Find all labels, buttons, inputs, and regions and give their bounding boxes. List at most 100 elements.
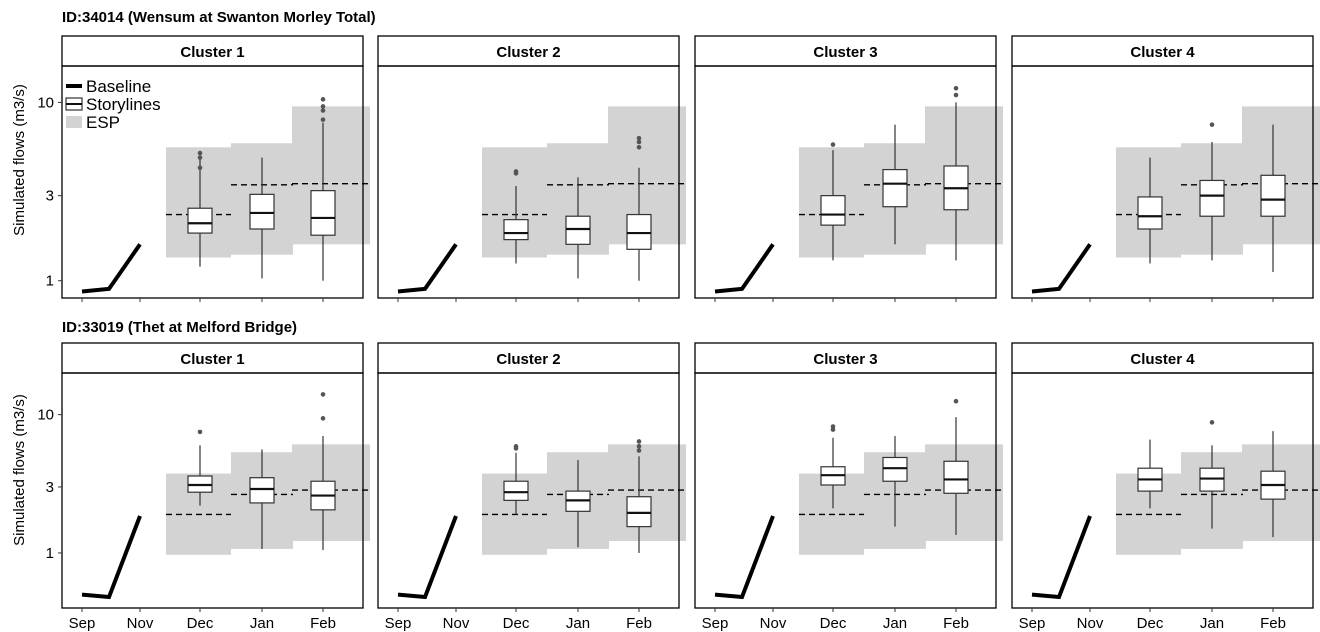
- baseline-line: [397, 243, 458, 294]
- panel-strip-label: Cluster 3: [813, 351, 877, 368]
- panel-border: [1011, 372, 1314, 609]
- outlier-point: [830, 424, 836, 429]
- outlier-point: [636, 444, 642, 449]
- outlier-point: [320, 108, 326, 113]
- panel-strip-label: Cluster 3: [813, 44, 877, 61]
- outlier-point: [1209, 122, 1215, 127]
- legend-item-esp: ESP: [66, 113, 120, 132]
- x-tick-label: Feb: [626, 615, 652, 632]
- panel-border: [1011, 65, 1314, 299]
- panel-1-1: Cluster 1 1 3 10: [37, 35, 370, 302]
- storyline-box-feb: [626, 135, 652, 281]
- panel-border: [61, 65, 364, 299]
- panel-2-2: Cluster 2 Sep Nov Dec Jan Feb: [377, 342, 686, 632]
- x-tick-label: Feb: [943, 615, 969, 632]
- box-iqr: [187, 207, 213, 234]
- outlier-point: [197, 429, 203, 435]
- x-tick-label: Dec: [1137, 615, 1164, 632]
- box-iqr: [626, 496, 652, 528]
- baseline-line: [81, 243, 142, 294]
- panel-strip-label: Cluster 1: [180, 44, 244, 61]
- legend-key-fill: [66, 116, 82, 128]
- panel-strip: [694, 342, 997, 374]
- x-tick-label: Sep: [69, 615, 96, 632]
- box-iqr: [565, 215, 591, 245]
- box-iqr: [1199, 179, 1225, 217]
- panel-border: [61, 372, 364, 609]
- storyline-box-feb: [310, 392, 336, 551]
- legend-label: Baseline: [86, 77, 151, 96]
- esp-band-dec: [482, 147, 547, 258]
- baseline-line: [81, 515, 142, 600]
- panel-strip: [61, 342, 364, 374]
- panel-strip-label: Cluster 2: [496, 44, 560, 61]
- y-axis-title-row-1: Simulated flows (m3/s): [11, 84, 28, 236]
- x-tick-label: Nov: [443, 615, 470, 632]
- x-tick-label: Dec: [503, 615, 530, 632]
- storyline-box-jan: [565, 177, 591, 279]
- outlier-point: [320, 392, 326, 397]
- outlier-point: [636, 145, 642, 150]
- storyline-box-dec: [503, 444, 529, 515]
- panel-2-1: Cluster 1 1 3 10 Sep Nov Dec Jan Feb: [37, 342, 370, 632]
- outlier-point: [513, 169, 519, 174]
- storyline-box-feb: [1260, 124, 1286, 272]
- legend-label: ESP: [86, 113, 120, 132]
- panel-strip: [694, 35, 997, 67]
- storyline-box-jan: [249, 157, 275, 279]
- storyline-box-jan: [1199, 420, 1225, 529]
- legend-label: Storylines: [86, 95, 161, 114]
- outlier-point: [320, 416, 326, 421]
- storyline-box-jan: [1199, 122, 1225, 261]
- box-iqr: [249, 193, 275, 230]
- baseline-line: [1031, 515, 1092, 600]
- box-iqr: [310, 190, 336, 236]
- y-axis-title-row-2: Simulated flows (m3/s): [11, 394, 28, 546]
- box-iqr: [882, 168, 908, 208]
- x-tick-label: Dec: [187, 615, 214, 632]
- outlier-point: [636, 439, 642, 444]
- box-iqr: [503, 480, 529, 501]
- panel-1-4: Cluster 4: [1011, 35, 1320, 302]
- x-tick-label: Jan: [566, 615, 590, 632]
- x-tick-label: Nov: [760, 615, 787, 632]
- panel-border: [694, 65, 997, 299]
- x-tick-label: Feb: [310, 615, 336, 632]
- outlier-point: [953, 85, 959, 91]
- storyline-box-feb: [310, 97, 336, 281]
- row-title-station-2: ID:33019 (Thet at Melford Bridge): [62, 319, 297, 336]
- box-iqr: [249, 477, 275, 504]
- storyline-box-dec: [820, 142, 846, 261]
- outlier-point: [1209, 420, 1215, 425]
- panel-1-2: Cluster 2: [377, 35, 686, 302]
- y-tick-label: 1: [46, 273, 54, 290]
- legend-item-baseline: Baseline: [66, 77, 151, 96]
- y-tick-label: 1: [46, 545, 54, 562]
- panel-border: [377, 65, 680, 299]
- y-tick-label: 3: [46, 479, 54, 496]
- box-iqr: [1137, 196, 1163, 230]
- baseline-line: [397, 515, 458, 600]
- x-tick-label: Sep: [1019, 615, 1046, 632]
- outlier-point: [636, 448, 642, 453]
- storyline-box-feb: [626, 439, 652, 553]
- panel-strip-label: Cluster 1: [180, 351, 244, 368]
- outlier-point: [320, 104, 326, 109]
- y-tick-label: 10: [37, 407, 54, 424]
- panel-strip-label: Cluster 2: [496, 351, 560, 368]
- storyline-box-feb: [1260, 431, 1286, 538]
- outlier-point: [320, 97, 326, 102]
- x-tick-label: Sep: [702, 615, 729, 632]
- storyline-box-dec: [1137, 157, 1163, 264]
- storyline-box-dec: [187, 150, 213, 267]
- y-tick-label: 10: [37, 94, 54, 111]
- outlier-point: [953, 398, 959, 404]
- panels-layer: Cluster 1 1 3 10 Cluster 2 Cluster 3 Cluster 4…: [37, 35, 1320, 632]
- outlier-point: [513, 444, 519, 449]
- baseline-line: [1031, 243, 1092, 294]
- x-tick-label: Dec: [820, 615, 847, 632]
- outlier-point: [197, 165, 203, 171]
- x-tick-label: Nov: [1077, 615, 1104, 632]
- panel-strip: [61, 35, 364, 67]
